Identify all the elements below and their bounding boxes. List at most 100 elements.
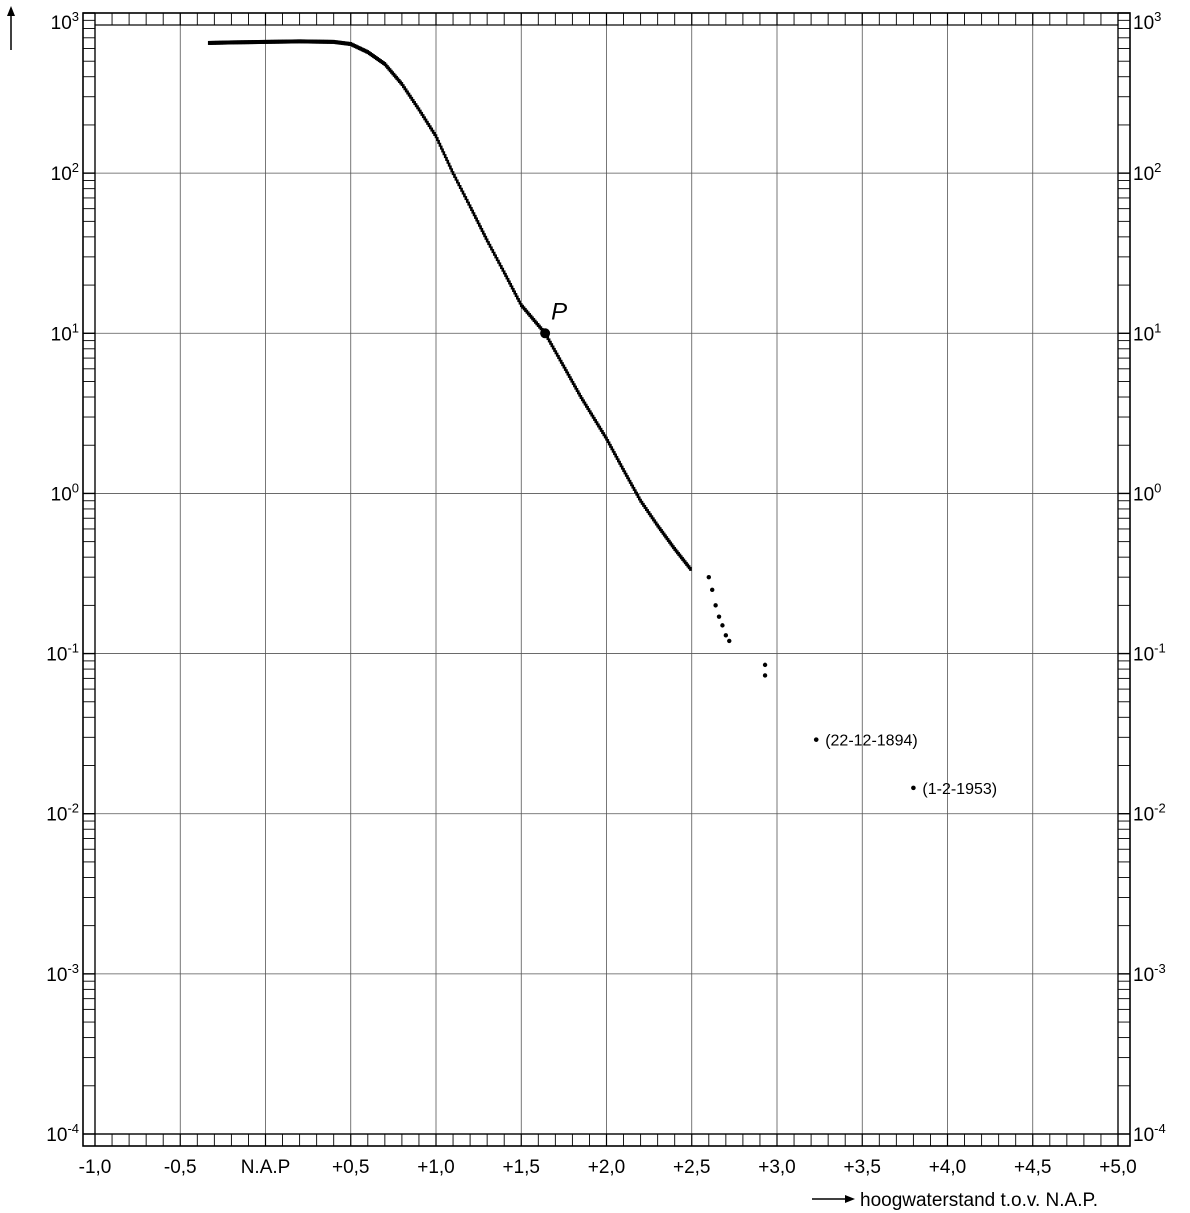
curve-point bbox=[567, 373, 571, 378]
curve-point bbox=[265, 39, 269, 44]
curve-point bbox=[618, 460, 621, 465]
x-axis-label: hoogwaterstand t.o.v. N.A.P. bbox=[860, 1190, 1098, 1211]
y-axis-arrow-icon bbox=[7, 6, 15, 50]
curve-point bbox=[598, 425, 602, 430]
curve-point bbox=[689, 566, 692, 571]
curve-point bbox=[281, 39, 285, 44]
curve-point bbox=[508, 280, 511, 285]
y-axis-right-labels: 103 102 101 100 10-1 10-2 10-3 10-4 bbox=[1133, 9, 1166, 1146]
y-tick-label-left: 10-2 bbox=[46, 801, 79, 826]
curve-point bbox=[483, 233, 486, 238]
curve-point bbox=[613, 451, 616, 456]
curve-point bbox=[284, 39, 288, 44]
curve-point bbox=[450, 168, 454, 173]
curve-point bbox=[481, 230, 485, 235]
curve-point bbox=[411, 98, 415, 103]
curve-point bbox=[382, 61, 385, 66]
annotated-point bbox=[813, 737, 819, 742]
curve-point bbox=[601, 430, 604, 435]
curve-point bbox=[685, 561, 688, 566]
curve-point bbox=[485, 238, 489, 243]
curve-point bbox=[228, 40, 232, 45]
curve-point bbox=[333, 40, 337, 45]
curve-point bbox=[595, 421, 599, 426]
curve-point bbox=[529, 314, 533, 319]
curve-point bbox=[392, 72, 396, 77]
curve-point bbox=[464, 196, 468, 201]
x-tick-label: N.A.P bbox=[241, 1157, 291, 1178]
curve-point bbox=[309, 39, 312, 44]
curve-point bbox=[457, 182, 461, 187]
tail-point bbox=[723, 633, 729, 638]
y-tick-label-left: 10-4 bbox=[46, 1121, 79, 1146]
y-tick-label-right: 10-1 bbox=[1133, 641, 1166, 666]
curve-point bbox=[487, 241, 490, 246]
y-axis-left-labels: 103 102 101 100 10-1 10-2 10-3 10-4 bbox=[46, 9, 79, 1146]
curve-point bbox=[670, 543, 674, 548]
curve-point bbox=[311, 39, 315, 44]
curve-point bbox=[589, 410, 592, 415]
curve-point bbox=[272, 39, 275, 44]
y-tick-label-left: 10-3 bbox=[46, 961, 79, 986]
curve-point bbox=[359, 46, 362, 51]
curve-point bbox=[578, 392, 581, 397]
curve-point bbox=[362, 48, 365, 53]
curve-point bbox=[449, 165, 452, 170]
curve-point bbox=[419, 109, 422, 114]
curve-point bbox=[582, 399, 585, 404]
curve-point bbox=[210, 40, 214, 45]
curve-point bbox=[619, 463, 623, 468]
curve-point bbox=[575, 387, 579, 392]
curve-point bbox=[331, 39, 334, 44]
curve-point bbox=[291, 39, 295, 44]
curve-point bbox=[624, 472, 628, 477]
curve-point bbox=[465, 198, 469, 203]
curve-point bbox=[376, 57, 380, 62]
curve-point bbox=[332, 39, 335, 44]
curve-point bbox=[532, 318, 536, 323]
curve-point bbox=[232, 40, 236, 45]
curve-point bbox=[286, 39, 289, 44]
curve-point bbox=[571, 380, 575, 385]
x-tick-label: +4,5 bbox=[1014, 1157, 1052, 1178]
curve-point bbox=[438, 142, 442, 147]
curve-point bbox=[242, 40, 245, 45]
curve-point bbox=[271, 39, 274, 44]
curve-point bbox=[599, 427, 603, 432]
curve-point bbox=[225, 40, 229, 45]
curve-point bbox=[644, 507, 648, 512]
curve-point bbox=[495, 257, 499, 262]
curve-point bbox=[370, 53, 374, 58]
curve-point bbox=[352, 43, 355, 48]
curve-point bbox=[535, 321, 538, 326]
curve-point bbox=[602, 432, 606, 437]
curve-point bbox=[630, 482, 633, 487]
tail-point bbox=[762, 673, 768, 678]
curve-point bbox=[223, 40, 226, 45]
curve-point bbox=[583, 401, 587, 406]
curve-point bbox=[433, 132, 436, 137]
curve-point bbox=[342, 41, 345, 46]
tail-point bbox=[762, 662, 768, 668]
curve-point bbox=[546, 336, 550, 341]
curve-point bbox=[492, 251, 496, 256]
curve-point bbox=[456, 179, 459, 184]
curve-point bbox=[268, 39, 271, 44]
curve-point bbox=[634, 489, 637, 494]
curve-point bbox=[336, 40, 340, 45]
curve-point bbox=[607, 441, 611, 446]
curve-point bbox=[476, 220, 480, 225]
curve-point bbox=[526, 311, 530, 316]
x-tick-label: +2,0 bbox=[588, 1157, 626, 1178]
y-tick-label-left: 10-1 bbox=[46, 641, 79, 666]
curve-point bbox=[585, 403, 588, 408]
curve-point bbox=[256, 40, 259, 45]
curve-point bbox=[273, 39, 277, 44]
curve-point bbox=[468, 204, 472, 209]
curve-point bbox=[280, 39, 284, 44]
curve-point bbox=[380, 60, 384, 65]
curve-point bbox=[235, 40, 239, 45]
x-tick-label: +0,5 bbox=[332, 1157, 370, 1178]
curve-point bbox=[525, 309, 529, 314]
curve-point bbox=[400, 82, 404, 87]
